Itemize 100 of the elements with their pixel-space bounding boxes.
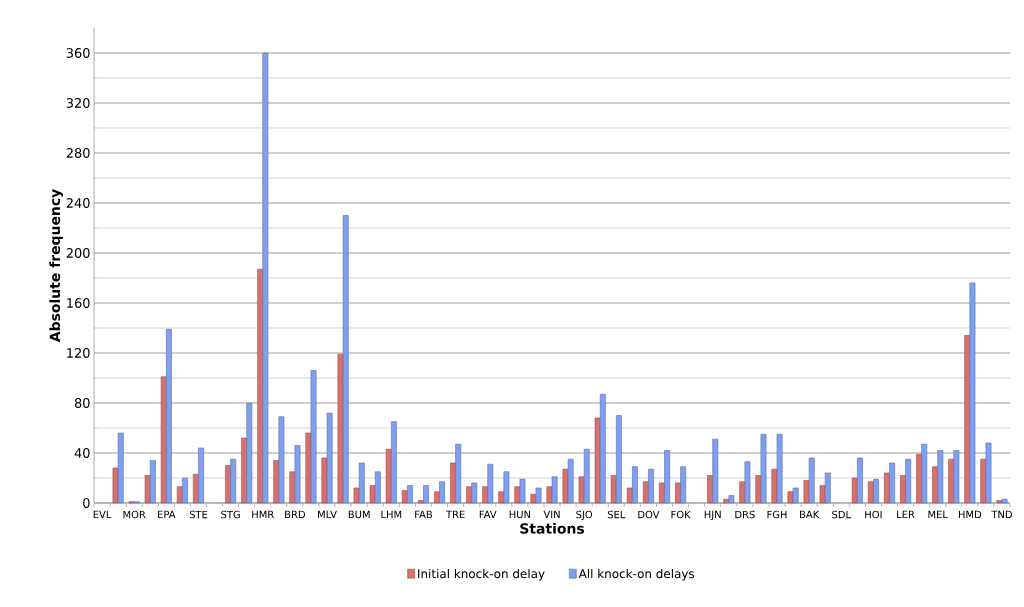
bar xyxy=(246,402,253,504)
bar xyxy=(182,477,188,504)
bar xyxy=(198,447,204,504)
x-tick-label: BAK xyxy=(800,510,820,519)
x-tick-label: MEL xyxy=(928,510,948,519)
bar xyxy=(503,471,510,504)
bar xyxy=(144,475,151,504)
bar xyxy=(792,487,799,504)
bar xyxy=(578,476,585,504)
bar xyxy=(648,468,654,504)
bar xyxy=(969,282,976,504)
bar xyxy=(294,445,301,504)
x-tick-label: SJO xyxy=(576,510,593,521)
x-tick-label: BRD xyxy=(285,510,306,519)
x-tick-label: HJN xyxy=(704,510,721,521)
bar xyxy=(535,487,542,504)
bar xyxy=(466,486,472,504)
y-tick-label: 240 xyxy=(66,198,90,208)
bar xyxy=(883,472,890,504)
bar xyxy=(1001,498,1008,504)
y-tick-label: 360 xyxy=(66,48,90,58)
legend-label: Initial knock-on delay xyxy=(418,568,545,581)
bar xyxy=(374,471,381,504)
bar xyxy=(112,467,119,504)
x-tick-label: DOV xyxy=(638,510,660,519)
bar xyxy=(824,472,831,504)
bar xyxy=(417,500,424,504)
x-tick-label: FOK xyxy=(671,510,691,519)
bar xyxy=(937,450,944,504)
x-axis-title: Stations xyxy=(520,522,585,534)
bar xyxy=(117,432,124,504)
bar xyxy=(712,438,719,504)
bar xyxy=(739,481,746,504)
x-tick-label: FAV xyxy=(479,510,497,519)
bar xyxy=(867,481,874,504)
x-tick-label: LHM xyxy=(381,510,402,519)
bar xyxy=(160,376,167,504)
x-tick-label: TND xyxy=(991,510,1012,519)
bar xyxy=(760,433,767,504)
y-tick-label: 0 xyxy=(83,498,90,508)
x-tick-label: FAB xyxy=(415,510,432,519)
x-tick-label: HUN xyxy=(509,510,531,519)
x-tick-label: MLV xyxy=(318,510,337,519)
x-tick-label: STE xyxy=(189,510,208,519)
bar xyxy=(391,421,397,504)
bar xyxy=(851,477,858,504)
x-tick-label: LER xyxy=(897,510,915,519)
bar xyxy=(610,475,617,504)
bar xyxy=(567,458,574,504)
x-tick-label: HMR xyxy=(252,510,274,519)
bar xyxy=(166,328,172,504)
bar xyxy=(857,457,863,504)
bar xyxy=(369,485,376,504)
bar xyxy=(626,487,633,504)
x-tick-label: EPA xyxy=(158,510,176,519)
x-tick-label: SEL xyxy=(607,510,626,519)
bar xyxy=(149,460,156,504)
bar xyxy=(905,458,912,504)
bar xyxy=(594,417,601,504)
y-tick-label: 280 xyxy=(66,148,90,158)
x-tick-label: DRS xyxy=(735,510,755,519)
bar xyxy=(675,482,681,504)
bar xyxy=(921,443,928,504)
y-tick-label: 120 xyxy=(67,348,90,358)
y-tick-label: 40 xyxy=(74,448,90,458)
y-tick-label: 80 xyxy=(74,398,90,408)
bar xyxy=(514,486,521,504)
bar xyxy=(439,481,446,504)
bar xyxy=(615,415,622,504)
bar xyxy=(423,485,429,504)
bar xyxy=(996,500,1003,504)
bar xyxy=(482,486,489,504)
x-tick-label: VIN xyxy=(543,510,560,519)
bar xyxy=(278,416,285,504)
x-tick-label: HOI xyxy=(865,510,882,519)
x-tick-label: SDL xyxy=(832,510,851,519)
x-tick-label: FGH xyxy=(767,510,787,519)
x-tick-label: BUM xyxy=(348,510,370,519)
x-tick-label: HMD xyxy=(958,510,982,519)
bar xyxy=(744,461,751,504)
bar xyxy=(401,490,408,504)
bar xyxy=(407,485,413,504)
bar xyxy=(358,462,365,504)
bar xyxy=(455,443,462,504)
legend-label: All knock-on delays xyxy=(578,568,695,581)
bar xyxy=(985,442,992,504)
bar xyxy=(808,457,815,504)
bar xyxy=(487,463,494,504)
bar xyxy=(546,486,553,504)
bar xyxy=(664,450,670,504)
y-axis-title: Absolute frequency xyxy=(49,189,63,343)
bar xyxy=(819,485,826,504)
y-tick-label: 200 xyxy=(66,248,90,258)
bar xyxy=(342,215,349,504)
bar xyxy=(353,487,360,504)
bar xyxy=(326,412,333,504)
bar xyxy=(519,478,526,504)
bar xyxy=(776,433,783,504)
bar xyxy=(728,495,735,504)
bar xyxy=(385,448,392,504)
